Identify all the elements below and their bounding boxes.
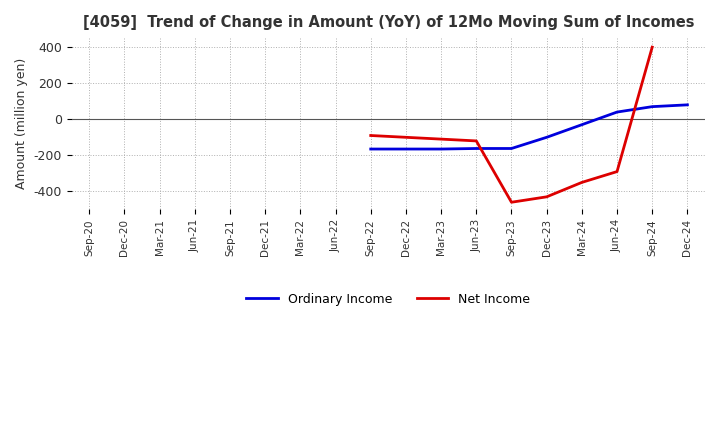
Ordinary Income [472,146,481,151]
Ordinary Income [577,122,586,127]
Net Income [648,44,657,50]
Ordinary Income [613,110,621,115]
Net Income [507,200,516,205]
Net Income [366,133,375,138]
Net Income [613,169,621,174]
Ordinary Income [648,104,657,109]
Ordinary Income [366,147,375,152]
Net Income [437,136,446,142]
Title: [4059]  Trend of Change in Amount (YoY) of 12Mo Moving Sum of Incomes: [4059] Trend of Change in Amount (YoY) o… [83,15,694,30]
Y-axis label: Amount (million yen): Amount (million yen) [15,58,28,189]
Line: Ordinary Income: Ordinary Income [371,105,688,149]
Ordinary Income [542,135,551,140]
Legend: Ordinary Income, Net Income: Ordinary Income, Net Income [241,288,535,311]
Net Income [402,135,410,140]
Net Income [577,180,586,185]
Line: Net Income: Net Income [371,47,652,202]
Ordinary Income [402,147,410,152]
Ordinary Income [437,147,446,152]
Net Income [542,194,551,199]
Ordinary Income [683,102,692,107]
Ordinary Income [507,146,516,151]
Net Income [472,138,481,143]
